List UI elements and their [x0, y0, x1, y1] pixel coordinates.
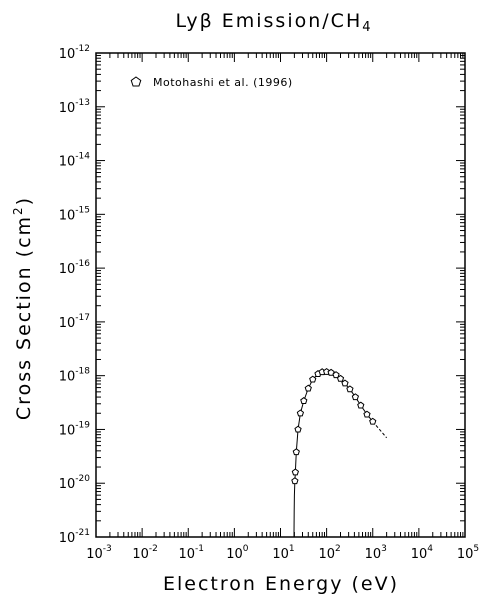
- x-tick-exponent: -3: [103, 544, 112, 554]
- data-point: [300, 397, 308, 404]
- x-tick-base: 10: [132, 547, 149, 562]
- y-axis-title: Cross Section (cm2): [11, 196, 35, 420]
- x-tick-exponent: 5: [473, 544, 479, 554]
- y-tick-label: 10-15: [59, 205, 90, 223]
- data-point: [341, 379, 349, 387]
- x-tick-base: 10: [226, 547, 243, 562]
- data-point: [363, 410, 371, 418]
- y-axis-title-sup: 2: [11, 205, 25, 215]
- y-tick-exponent: -18: [75, 367, 90, 377]
- y-tick-label: 10-14: [59, 152, 91, 170]
- y-tick-exponent: -17: [75, 313, 90, 323]
- data-point: [296, 409, 305, 417]
- y-tick-base: 10: [59, 155, 76, 170]
- x-tick-label: 101: [272, 544, 294, 562]
- x-axis-title: Electron Energy (eV): [163, 573, 399, 595]
- data-point: [332, 371, 340, 379]
- y-tick-base: 10: [59, 477, 76, 492]
- y-tick-base: 10: [59, 423, 76, 438]
- y-tick-exponent: -20: [75, 474, 90, 484]
- y-axis-title-main: Cross Section (cm: [13, 215, 35, 420]
- x-minor-ticks: [95, 53, 466, 537]
- y-tick-label: 10-21: [59, 528, 90, 546]
- y-tick-base: 10: [59, 47, 76, 62]
- x-tick-base: 10: [411, 547, 428, 562]
- data-point: [346, 385, 354, 393]
- x-tick-exponent: -2: [149, 544, 158, 554]
- x-tick-labels: 10-3 10-2 10-1 100 101 102 103 104 105: [86, 544, 479, 562]
- y-axis-title-end: ): [13, 196, 35, 205]
- fit-curve: [293, 371, 374, 538]
- x-tick-exponent: 0: [243, 544, 249, 554]
- x-tick-label: 10-2: [132, 544, 158, 562]
- chart-title: Lyβ Emission/CH4: [175, 10, 372, 35]
- y-tick-label: 10-13: [59, 98, 90, 116]
- data-point: [291, 477, 299, 485]
- y-tick-base: 10: [59, 370, 76, 385]
- x-tick-label: 100: [226, 544, 249, 562]
- plot-frame: [95, 52, 466, 538]
- y-tick-base: 10: [59, 316, 76, 331]
- fit-curve-extension: [372, 421, 388, 439]
- x-tick-label: 10-1: [178, 544, 204, 562]
- legend-label: Motohashi et al. (1996): [153, 76, 293, 89]
- x-tick-label: 102: [318, 544, 340, 562]
- data-point: [291, 468, 299, 476]
- x-tick-exponent: -1: [195, 544, 204, 554]
- x-tick-base: 10: [272, 547, 289, 562]
- x-tick-label: 104: [411, 544, 434, 562]
- y-tick-base: 10: [59, 101, 76, 116]
- x-tick-base: 10: [457, 547, 474, 562]
- y-tick-exponent: -19: [75, 420, 90, 430]
- y-tick-labels: 10-2110-2010-1910-1810-1710-1610-1510-14…: [59, 44, 91, 546]
- y-tick-exponent: -16: [75, 259, 90, 269]
- legend-marker-pentagon: [130, 76, 142, 87]
- y-minor-ticks: [96, 52, 465, 538]
- x-tick-exponent: 3: [381, 544, 387, 554]
- legend: Motohashi et al. (1996): [130, 76, 293, 89]
- y-tick-label: 10-17: [59, 313, 90, 331]
- y-tick-base: 10: [59, 208, 76, 223]
- x-tick-label: 103: [365, 544, 387, 562]
- chart-title-sub: 4: [362, 20, 372, 35]
- data-point: [336, 374, 345, 382]
- data-point: [294, 425, 302, 433]
- y-tick-exponent: -15: [75, 205, 90, 215]
- y-tick-exponent: -14: [75, 152, 90, 162]
- y-tick-label: 10-20: [59, 474, 91, 492]
- y-tick-label: 10-16: [59, 259, 91, 277]
- data-point: [357, 401, 365, 409]
- y-tick-exponent: -13: [75, 98, 90, 108]
- y-tick-label: 10-19: [59, 420, 91, 438]
- x-tick-label: 10-3: [86, 544, 112, 562]
- x-tick-label: 105: [457, 544, 479, 562]
- data-point: [351, 393, 360, 401]
- x-tick-exponent: 2: [335, 544, 341, 554]
- chart-title-main: Lyβ Emission/CH: [175, 10, 362, 32]
- y-tick-base: 10: [59, 262, 76, 277]
- y-tick-exponent: -12: [75, 44, 90, 54]
- x-tick-base: 10: [365, 547, 382, 562]
- data-point: [292, 448, 300, 456]
- x-tick-base: 10: [318, 547, 335, 562]
- y-tick-exponent: -21: [75, 528, 90, 538]
- data-point: [309, 375, 317, 383]
- data-point: [369, 417, 377, 425]
- y-tick-label: 10-18: [59, 367, 91, 385]
- x-tick-exponent: 4: [427, 544, 433, 554]
- x-tick-exponent: 1: [289, 544, 295, 554]
- data-point: [304, 384, 312, 392]
- x-tick-base: 10: [178, 547, 195, 562]
- data-points: [291, 367, 377, 485]
- y-tick-label: 10-12: [59, 44, 90, 62]
- x-tick-base: 10: [86, 547, 103, 562]
- y-tick-base: 10: [59, 531, 76, 546]
